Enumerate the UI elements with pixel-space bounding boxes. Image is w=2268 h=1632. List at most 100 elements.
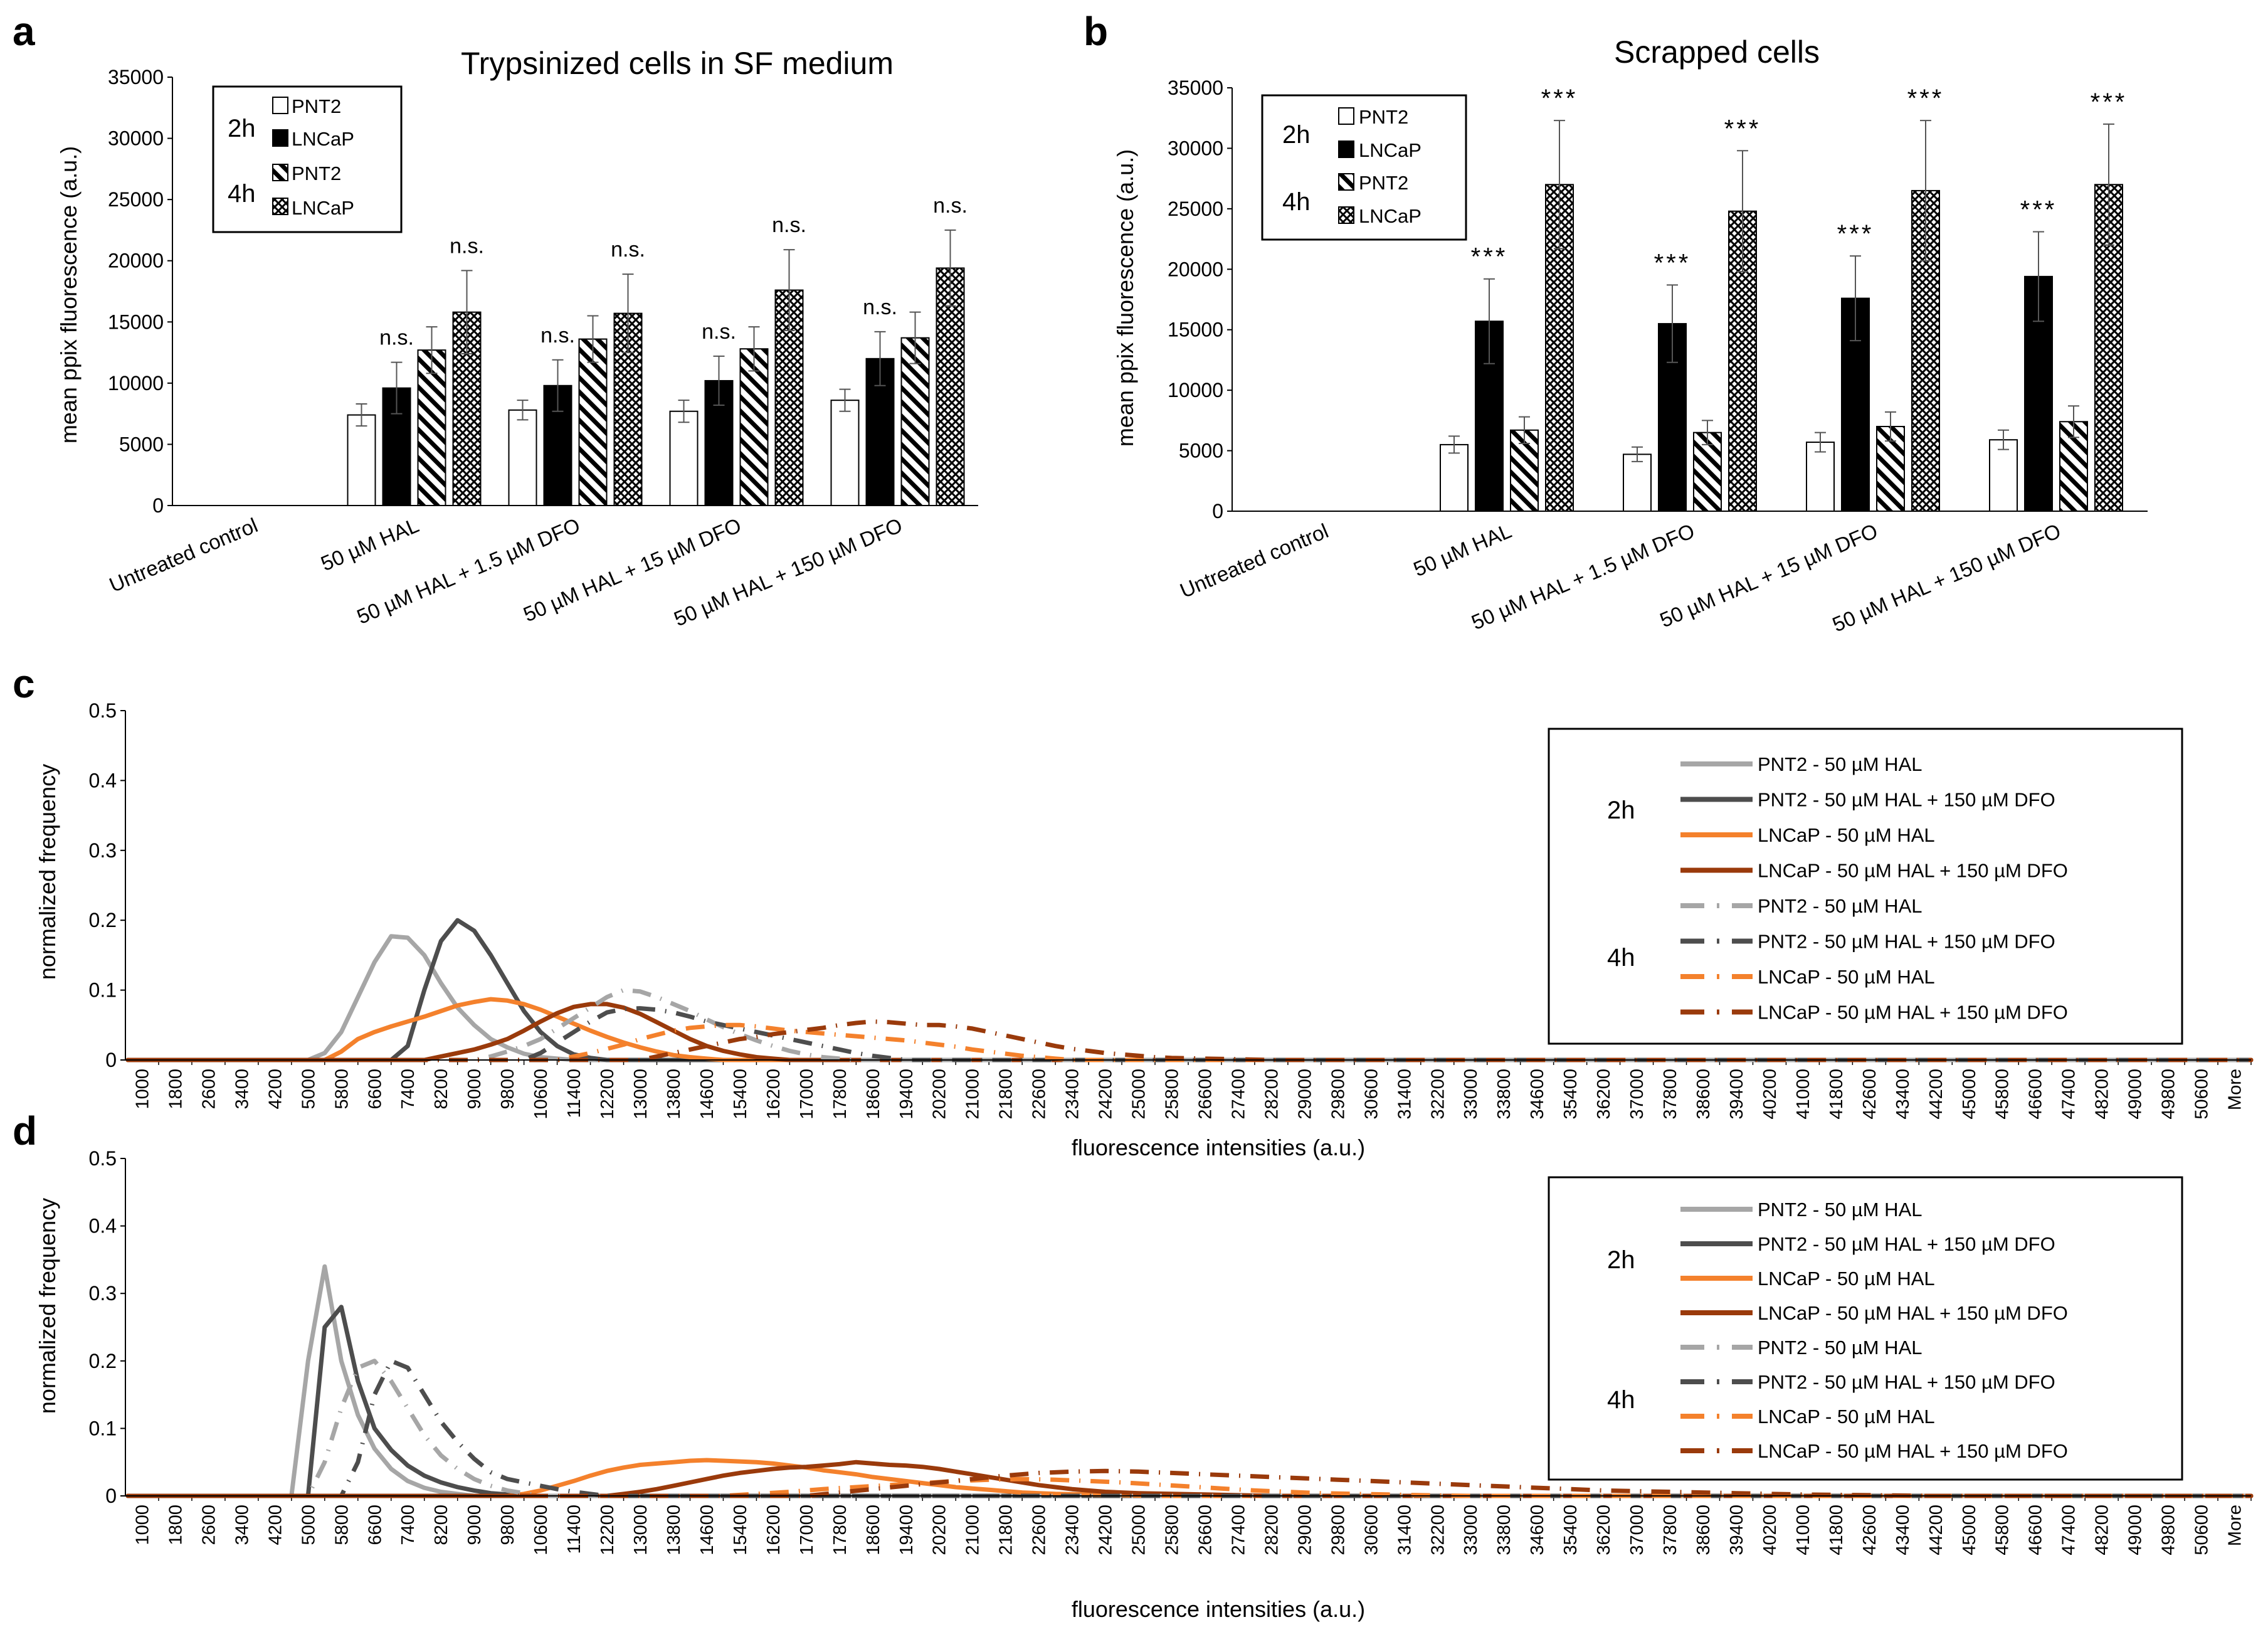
x-tick-label: 34600: [1527, 1505, 1548, 1555]
x-tick-label: 10600: [531, 1069, 551, 1120]
x-tick-label: 32200: [1428, 1505, 1448, 1555]
x-tick-label: 25000: [1129, 1069, 1149, 1120]
x-tick-label: 49000: [2126, 1069, 2146, 1120]
x-tick-label: 5000: [298, 1505, 319, 1545]
legend-frame: [1261, 94, 1467, 241]
x-tick-label: 33000: [1461, 1069, 1481, 1120]
legend-swatch-pnt2-4h: [272, 164, 288, 181]
x-tick-label: 37800: [1660, 1505, 1680, 1555]
chart-c-legend: 2h 4h PNT2 - 50 µM HAL PNT2 - 50 µM HAL +…: [1548, 728, 2183, 1045]
error-bar: [944, 229, 956, 307]
y-tick-label: 0.1: [89, 979, 117, 1002]
x-tick-label: 9800: [498, 1505, 518, 1545]
error-bar: [2103, 123, 2114, 246]
bar-pnt2-2h: [1989, 439, 2018, 512]
x-tick-label: 15400: [731, 1505, 751, 1555]
error-bar: [1737, 150, 1748, 273]
y-tick-label: 0.4: [89, 769, 117, 792]
error-bar: [1632, 446, 1643, 462]
legend-label-lncap-2h: LNCaP: [1359, 139, 1421, 161]
error-bar: [1702, 420, 1713, 445]
line-chart-d: normalized frequency fluorescence intens…: [34, 1147, 2254, 1622]
error-bar: [2033, 231, 2044, 322]
x-tick-label: 9000: [465, 1505, 485, 1545]
legend-label: LNCaP - 50 µM HAL: [1758, 1268, 1935, 1290]
x-tick-label: 2600: [199, 1069, 219, 1110]
x-tick-label: 49800: [2159, 1505, 2179, 1555]
x-tick-label: 17800: [830, 1505, 850, 1555]
x-tick-label: 28200: [1262, 1505, 1282, 1555]
significance-label: ***: [1907, 85, 1944, 112]
x-tick-label: 49000: [2126, 1505, 2146, 1555]
significance-label: ***: [2020, 196, 2057, 224]
x-tick-label: 17000: [797, 1505, 817, 1555]
x-tick-label: 27400: [1228, 1505, 1248, 1555]
y-tick-label: 5000: [119, 433, 164, 455]
x-tick-label: 26600: [1195, 1505, 1215, 1555]
error-bar: [1885, 411, 1896, 442]
x-tick-label: 41800: [1827, 1069, 1847, 1120]
category-label: 50 µM HAL: [1410, 519, 1515, 581]
legend-label: LNCaP - 50 µM HAL: [1758, 1406, 1935, 1428]
series-line-4h: [128, 1359, 2251, 1498]
x-tick-label: 25800: [1163, 1069, 1183, 1120]
y-tick-label: 0.5: [89, 1147, 117, 1170]
error-bar: [678, 400, 690, 423]
legend-swatch-lncap-2h: [272, 129, 288, 147]
x-tick-label: 37000: [1627, 1069, 1647, 1120]
x-tick-label: 20200: [930, 1069, 950, 1120]
bar-chart-b: Scrapped cells mean ppix fluorescence (a…: [1112, 34, 2148, 636]
series-line-2h: [125, 997, 2254, 1062]
x-tick-label: 12200: [598, 1505, 618, 1555]
legend-label: PNT2 - 50 µM HAL + 150 µM DFO: [1758, 1371, 2055, 1393]
y-tick-label: 20000: [1168, 258, 1223, 280]
y-tick-label: 30000: [1168, 137, 1223, 159]
legend-label: LNCaP - 50 µM HAL + 150 µM DFO: [1758, 1302, 2068, 1324]
chart-a-yticks: 0 5000 10000 15000 20000 25000 30000 35000: [108, 66, 172, 517]
legend-swatch-lncap-2h: [1338, 140, 1354, 158]
error-bar: [391, 361, 403, 415]
bar-pnt2-2h: [1806, 442, 1835, 512]
x-tick-label: More: [2225, 1069, 2245, 1110]
chart-b-title: Scrapped cells: [1614, 34, 1820, 70]
x-tick-label: 25800: [1163, 1505, 1183, 1555]
x-tick-label: More: [2225, 1505, 2245, 1546]
x-tick-label: 37800: [1660, 1069, 1680, 1120]
legend-group-4h: 4h: [1607, 944, 1635, 972]
x-tick-label: 7400: [398, 1505, 418, 1545]
error-bar: [587, 315, 599, 363]
x-tick-label: 13800: [664, 1069, 684, 1120]
error-bar: [1484, 278, 1495, 364]
category-label: Untreated control: [1176, 519, 1331, 602]
x-tick-label: 36200: [1594, 1069, 1614, 1120]
error-bar: [1850, 255, 1861, 342]
x-tick-label: 6600: [365, 1505, 385, 1545]
error-bar: [1998, 429, 2009, 450]
error-bar: [552, 359, 564, 412]
legend-swatch-pnt2-2h: [272, 97, 288, 114]
legend-swatch-pnt2-2h: [1338, 107, 1354, 125]
x-tick-label: 16200: [764, 1069, 784, 1120]
series-line-4h: [128, 1006, 2251, 1062]
x-tick-label: 44200: [1926, 1505, 1946, 1555]
error-bar: [783, 249, 795, 331]
legend-label: PNT2 - 50 µM HAL + 150 µM DFO: [1758, 1233, 2055, 1255]
x-tick-label: 23400: [1063, 1505, 1083, 1555]
x-tick-label: 29000: [1295, 1505, 1315, 1555]
x-tick-label: 29000: [1295, 1069, 1315, 1120]
x-tick-label: 48200: [2092, 1069, 2112, 1120]
bar-pnt2-2h: [669, 410, 699, 506]
significance-label: n.s.: [863, 295, 897, 319]
x-tick-label: 6600: [365, 1069, 385, 1110]
chart-b-annotations: *** *** *** *** *** *** *** ***: [1471, 85, 2125, 277]
chart-d-legend: 2h 4h PNT2 - 50 µM HAL PNT2 - 50 µM HAL +…: [1548, 1176, 2183, 1481]
x-tick-label: 33800: [1494, 1505, 1514, 1555]
x-tick-label: 9000: [465, 1069, 485, 1110]
y-tick-label: 0.3: [89, 1282, 117, 1305]
series-line-4h: [128, 1468, 2251, 1498]
chart-a-title: Trypsinized cells in SF medium: [461, 46, 894, 81]
x-tick-label: 21800: [996, 1505, 1016, 1555]
series-line-2h: [125, 934, 2254, 1062]
category-label: Untreated control: [106, 513, 261, 596]
